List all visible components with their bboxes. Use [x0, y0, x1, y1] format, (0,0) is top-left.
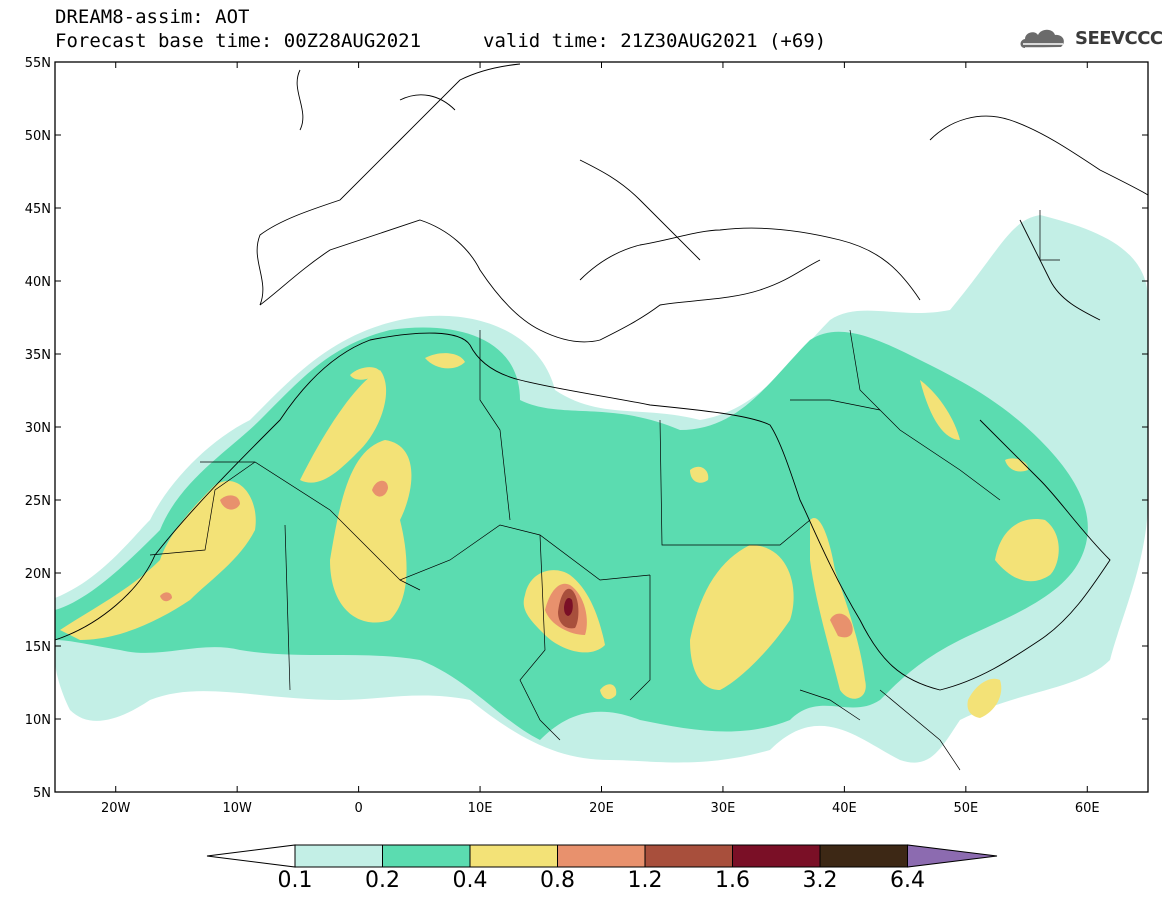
- colorbar: [206, 844, 998, 868]
- lat-tick-label: 45N: [25, 202, 51, 217]
- colorbar-label: 1.6: [715, 868, 750, 893]
- lon-tick-label: 10W: [222, 801, 252, 816]
- logo-text: SEEVCCC: [1075, 28, 1163, 49]
- seevccc-logo: SEEVCCC: [1017, 22, 1163, 56]
- lat-tick-label: 20N: [25, 567, 51, 582]
- lat-tick-label: 5N: [33, 786, 51, 801]
- lon-tick-label: 20E: [589, 801, 614, 816]
- colorbar-over-arrow: [907, 844, 998, 868]
- colorbar-segment: [732, 844, 821, 868]
- lat-tick-label: 35N: [25, 348, 51, 363]
- colorbar-segment: [469, 844, 558, 868]
- lat-tick-label: 10N: [25, 713, 51, 728]
- colorbar-label: 1.2: [627, 868, 663, 893]
- colorbar-label: 6.4: [890, 868, 925, 893]
- colorbar-label: 0.1: [277, 868, 313, 893]
- country-borders: [149, 210, 1060, 771]
- colorbar-segment: [644, 844, 733, 868]
- colorbar-under-arrow: [206, 844, 296, 868]
- forecast-base-time: Forecast base time: 00Z28AUG2021: [55, 30, 422, 52]
- cloud-icon: [1020, 29, 1064, 49]
- aot-band-1.6: [564, 598, 573, 616]
- aot-field: [55, 215, 1148, 763]
- valid-time: valid time: 21Z30AUG2021 (+69): [483, 30, 827, 52]
- lat-tick-label: 15N: [25, 640, 51, 655]
- lat-tick-label: 40N: [25, 275, 51, 290]
- colorbar-label: 0.2: [365, 868, 400, 893]
- lat-tick-label: 30N: [25, 421, 51, 436]
- coastlines: [55, 63, 1148, 691]
- lon-tick-label: 60E: [1075, 801, 1100, 816]
- colorbar-segment: [382, 844, 471, 868]
- latitude-axis: 55N 50N 45N 40N 35N 30N 25N 20N 15N 10N 5N: [25, 56, 1148, 801]
- lon-tick-label: 40E: [832, 801, 857, 816]
- longitude-axis: 20W 10W 0 10E 20E 30E 40E 50E 60E: [101, 62, 1100, 816]
- lon-tick-label: 0: [354, 801, 362, 816]
- colorbar-label: 3.2: [802, 868, 838, 893]
- lon-tick-label: 20W: [101, 801, 131, 816]
- colorbar-segment: [819, 844, 908, 868]
- map-title: DREAM8-assim: AOT: [55, 6, 250, 28]
- lon-tick-label: 30E: [711, 801, 736, 816]
- lon-tick-label: 50E: [953, 801, 978, 816]
- colorbar-segment: [294, 844, 383, 868]
- lat-tick-label: 25N: [25, 494, 51, 509]
- colorbar-segment: [557, 844, 646, 868]
- colorbar-label: 0.4: [452, 868, 488, 893]
- lon-tick-label: 10E: [468, 801, 493, 816]
- lat-tick-label: 55N: [25, 56, 51, 71]
- colorbar-label: 0.8: [540, 868, 575, 893]
- lat-tick-label: 50N: [25, 129, 51, 144]
